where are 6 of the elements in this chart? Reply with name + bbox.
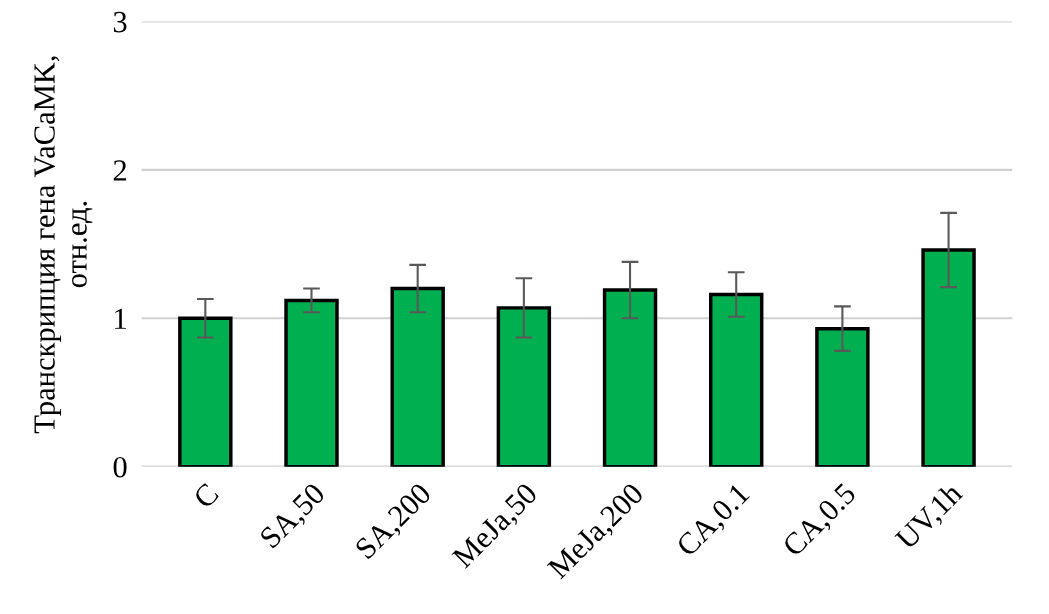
y-axis-title: Транскрипция гена VaCaMK, отн.ед. — [34, 56, 93, 434]
y-tick-label: 3 — [113, 11, 127, 33]
y-tick-label: 1 — [115, 308, 126, 329]
y-tick-label: 2 — [113, 160, 127, 181]
x-tick-label: C — [192, 482, 220, 510]
y-tick-label: 0 — [113, 456, 127, 478]
